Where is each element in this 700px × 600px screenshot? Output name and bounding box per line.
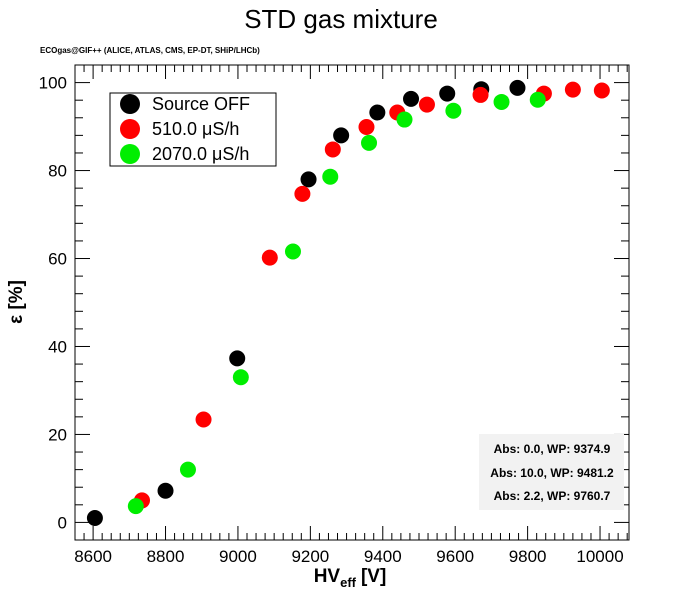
chart-title: STD gas mixture xyxy=(244,4,438,34)
plot-frame xyxy=(74,64,630,541)
data-point-series-0 xyxy=(439,85,456,102)
data-point-series-2 xyxy=(529,91,546,108)
data-point-series-0 xyxy=(333,127,350,144)
data-point-series-0 xyxy=(300,171,317,188)
legend: Source OFF 510.0 μS/h 2070.0 μS/h xyxy=(109,92,277,167)
data-point-series-0 xyxy=(509,79,526,96)
data-point-series-0 xyxy=(403,90,420,107)
x-axis-label-unit: [V] xyxy=(361,566,386,587)
data-point-series-2 xyxy=(127,498,144,515)
data-point-series-1 xyxy=(472,86,489,103)
data-point-series-1 xyxy=(195,411,212,428)
data-point-series-1 xyxy=(593,82,610,99)
legend-marker-2070 xyxy=(120,144,140,164)
legend-label-source-off: Source OFF xyxy=(152,94,250,114)
chart-subtitle: ECOgas@GIF++ (ALICE, ATLAS, CMS, EP-DT, … xyxy=(40,46,260,55)
y-tick-label: 100 xyxy=(39,74,67,93)
x-tick-label: 9800 xyxy=(509,547,547,566)
data-point-series-0 xyxy=(157,482,174,499)
y-tick-label: 80 xyxy=(48,162,67,181)
data-points xyxy=(86,79,610,527)
working-point-background xyxy=(479,434,624,510)
y-tick-label: 0 xyxy=(58,513,67,532)
x-tick-label: 9400 xyxy=(364,547,402,566)
x-axis-label: HVeff [V] xyxy=(314,566,387,590)
data-point-series-1 xyxy=(324,141,341,158)
data-point-series-0 xyxy=(86,510,103,527)
legend-marker-source-off xyxy=(120,94,140,114)
data-point-series-2 xyxy=(445,102,462,119)
y-tick-label: 20 xyxy=(48,425,67,444)
x-tick-label: 10000 xyxy=(576,547,623,566)
legend-label-2070: 2070.0 μS/h xyxy=(152,144,249,164)
y-tick-label: 60 xyxy=(48,250,67,269)
x-tick-label: 8600 xyxy=(74,547,112,566)
data-point-series-1 xyxy=(294,185,311,202)
data-point-series-2 xyxy=(179,461,196,478)
data-point-series-0 xyxy=(369,104,386,121)
data-point-series-0 xyxy=(229,350,246,367)
data-point-series-2 xyxy=(361,134,378,151)
working-point-line-2: Abs: 10.0, WP: 9481.2 xyxy=(490,466,614,480)
legend-marker-510 xyxy=(120,119,140,139)
x-axis-label-sub: eff xyxy=(340,575,357,590)
data-point-series-1 xyxy=(261,249,278,266)
data-point-series-2 xyxy=(284,243,301,260)
data-point-series-1 xyxy=(564,81,581,98)
legend-label-510: 510.0 μS/h xyxy=(152,119,239,139)
data-point-series-1 xyxy=(358,119,375,136)
data-point-series-2 xyxy=(396,111,413,128)
working-point-line-1: Abs: 0.0, WP: 9374.9 xyxy=(494,442,611,456)
x-axis-label-main: HV xyxy=(314,566,341,587)
data-point-series-2 xyxy=(493,93,510,110)
y-tick-label: 40 xyxy=(48,337,67,356)
working-point-box: Abs: 0.0, WP: 9374.9 Abs: 10.0, WP: 9481… xyxy=(479,434,624,510)
x-tick-label: 9200 xyxy=(291,547,329,566)
data-point-series-2 xyxy=(322,168,339,185)
working-point-line-3: Abs: 2.2, WP: 9760.7 xyxy=(494,489,611,503)
data-point-series-1 xyxy=(418,96,435,113)
y-axis-label: ε [%] xyxy=(6,280,27,324)
x-tick-label: 9000 xyxy=(219,547,257,566)
data-point-series-2 xyxy=(232,369,249,386)
x-tick-label: 8800 xyxy=(147,547,185,566)
axes: 8600 8800 9000 9200 9400 9600 9800 10000 0 20 40 60… xyxy=(39,64,629,566)
x-tick-label: 9600 xyxy=(436,547,474,566)
